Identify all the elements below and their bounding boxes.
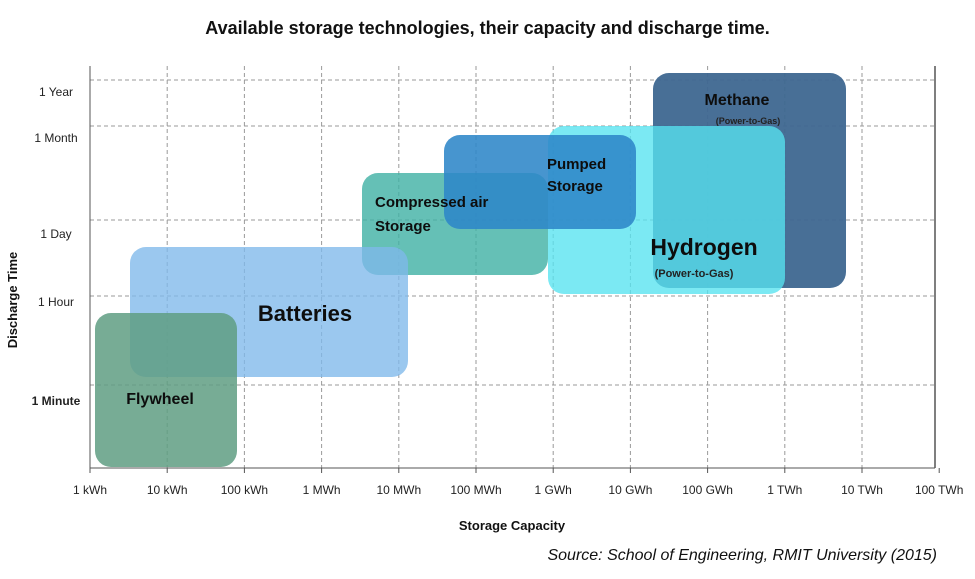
x-tick-label: 1 GWh: [535, 483, 572, 497]
x-tick-label: 10 kWh: [147, 483, 188, 497]
x-tick-label: 10 GWh: [608, 483, 652, 497]
y-tick-label: 1 Hour: [38, 295, 74, 309]
x-tick-label: 1 TWh: [767, 483, 802, 497]
y-tick-label: 1 Month: [34, 131, 77, 145]
chart-title: Available storage technologies, their ca…: [205, 18, 770, 38]
x-tick-label: 10 MWh: [376, 483, 421, 497]
x-tick-label: 100 TWh: [915, 483, 963, 497]
hydrogen-sublabel: (Power-to-Gas): [655, 268, 734, 280]
hydrogen-label: Hydrogen: [650, 234, 757, 260]
flywheel-label: Flywheel: [126, 391, 194, 408]
x-tick-label: 100 MWh: [450, 483, 501, 497]
pumped-storage-label: Pumped: [547, 156, 606, 173]
x-tick-label: 100 GWh: [682, 483, 733, 497]
y-tick-label: 1 Minute: [32, 394, 81, 408]
source-note: Source: School of Engineering, RMIT Univ…: [547, 547, 937, 564]
x-tick-label: 1 kWh: [73, 483, 107, 497]
y-tick-label: 1 Day: [40, 227, 71, 241]
methane-label: Methane: [705, 92, 770, 109]
x-tick-label: 100 kWh: [221, 483, 268, 497]
x-tick-label: 10 TWh: [841, 483, 883, 497]
batteries-label: Batteries: [258, 301, 352, 326]
region-flywheel: [95, 313, 237, 467]
y-axis-title: Discharge Time: [5, 252, 20, 349]
methane-sublabel: (Power-to-Gas): [716, 116, 781, 126]
compressed-air-storage-label: Compressed air: [375, 194, 489, 211]
x-tick-label: 1 MWh: [303, 483, 341, 497]
x-axis-title: Storage Capacity: [459, 518, 566, 533]
y-tick-label: 1 Year: [39, 85, 73, 99]
pumped-storage-label-line2: Storage: [547, 178, 603, 195]
region-pumped-storage: [444, 135, 636, 229]
compressed-air-storage-label-line2: Storage: [375, 218, 431, 235]
